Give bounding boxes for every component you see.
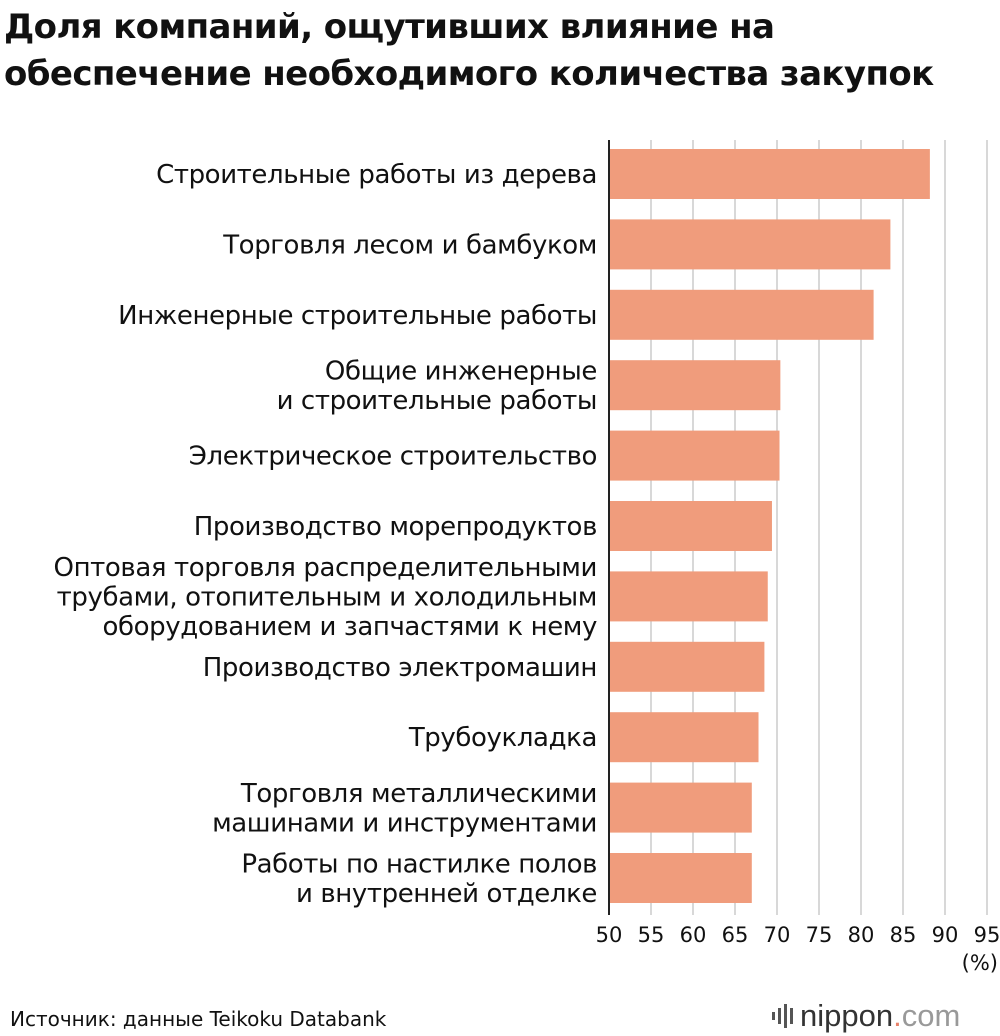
- category-label: Работы по настилке полов и внутренней отд…: [241, 849, 597, 909]
- category-label-line: и внутренней отделке: [296, 879, 597, 909]
- category-label-line: Производство морепродуктов: [194, 512, 597, 542]
- category-label-line: и строительные работы: [277, 386, 597, 416]
- logo-dot: .: [893, 998, 902, 1033]
- category-label: Строительные работы из дерева: [156, 160, 597, 190]
- category-labels: Строительные работы из дерева Торговля ле…: [54, 160, 598, 909]
- title-line-1: Доля компаний, ощутивших влияние на: [4, 7, 775, 47]
- source-note: Источник: данные Teikoku Databank: [10, 1007, 387, 1031]
- category-label: Производство морепродуктов: [194, 512, 597, 542]
- bar: [609, 782, 752, 833]
- bar-chart: Строительные работы из дерева Торговля ле…: [54, 140, 1000, 975]
- category-label-line: оборудованием и запчастями к нему: [103, 612, 598, 642]
- x-tick-labels: 50 55 60 65 70 75 80 85 90 95: [596, 923, 1000, 947]
- category-label: Торговля металлическими машинами и инстру…: [212, 779, 597, 839]
- category-label-line: Трубоукладка: [408, 723, 597, 753]
- bar: [609, 149, 930, 199]
- category-label-line: Торговля металлическими: [240, 779, 597, 809]
- bar: [609, 853, 752, 903]
- bar: [609, 219, 891, 270]
- category-label-line: трубами, отопительным и холодильным: [57, 582, 597, 612]
- x-tick-label: 90: [932, 923, 959, 947]
- category-label-line: Инженерные строительные работы: [118, 301, 597, 331]
- category-label-line: Строительные работы из дерева: [156, 160, 597, 190]
- nippon-logo: nippon. com: [772, 996, 960, 1036]
- x-tick-label: 50: [596, 923, 623, 947]
- title-line-2: обеспечение необходимого количества заку…: [4, 54, 934, 94]
- category-label-line: Общие инженерные: [325, 356, 597, 386]
- bar: [609, 712, 759, 763]
- logo-bars-icon: [772, 1004, 793, 1028]
- category-label: Оптовая торговля распределительными труба…: [54, 553, 598, 642]
- category-label: Трубоукладка: [408, 723, 597, 753]
- category-label-line: Электрическое строительство: [189, 442, 597, 472]
- category-label-line: Оптовая торговля распределительными: [54, 553, 598, 583]
- x-tick-label: 75: [806, 923, 833, 947]
- bar: [609, 289, 874, 340]
- category-label: Производство электромашин: [203, 653, 597, 683]
- category-label: Электрическое строительство: [189, 442, 597, 472]
- category-label: Торговля лесом и бамбуком: [222, 230, 597, 260]
- category-label-line: Работы по настилке полов: [241, 849, 597, 879]
- category-label-line: машинами и инструментами: [212, 808, 597, 838]
- category-label: Общие инженерные и строительные работы: [277, 356, 597, 416]
- category-label: Инженерные строительные работы: [118, 301, 597, 331]
- x-tick-label: 65: [722, 923, 749, 947]
- bar: [609, 501, 772, 551]
- logo-name: nippon: [800, 998, 894, 1033]
- x-tick-label: 55: [638, 923, 665, 947]
- category-label-line: Торговля лесом и бамбуком: [222, 230, 597, 260]
- x-tick-label: 80: [848, 923, 875, 947]
- x-unit-label: (%): [962, 951, 998, 975]
- x-tick-label: 95: [974, 923, 1000, 947]
- bar: [609, 430, 780, 481]
- bar: [609, 360, 781, 411]
- bar: [609, 641, 765, 692]
- bar: [609, 571, 768, 622]
- x-tick-label: 70: [764, 923, 791, 947]
- logo-suffix: com: [901, 998, 961, 1033]
- bars: [609, 149, 930, 903]
- chart-title: Доля компаний, ощутивших влияние на обес…: [4, 4, 994, 98]
- x-tick-label: 60: [680, 923, 707, 947]
- category-label-line: Производство электромашин: [203, 653, 597, 683]
- x-tick-label: 85: [890, 923, 917, 947]
